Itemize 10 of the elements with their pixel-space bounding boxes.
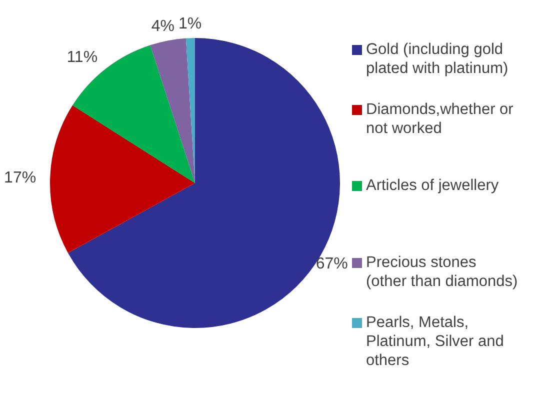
legend-label: Diamonds,whether or not worked: [365, 100, 514, 138]
legend-label: Pearls, Metals, Platinum, Silver and others: [365, 313, 505, 370]
legend-label: Articles of jewellery: [365, 176, 500, 195]
data-label: 1%: [178, 15, 202, 32]
data-label: 4%: [151, 18, 174, 36]
data-label: 17%: [4, 169, 36, 186]
data-label: 11%: [66, 48, 98, 66]
data-label: 67%: [316, 255, 348, 272]
legend-label: Gold (including gold plated with platinum): [365, 40, 510, 78]
legend-label: Precious stones (other than diamonds): [365, 253, 519, 291]
